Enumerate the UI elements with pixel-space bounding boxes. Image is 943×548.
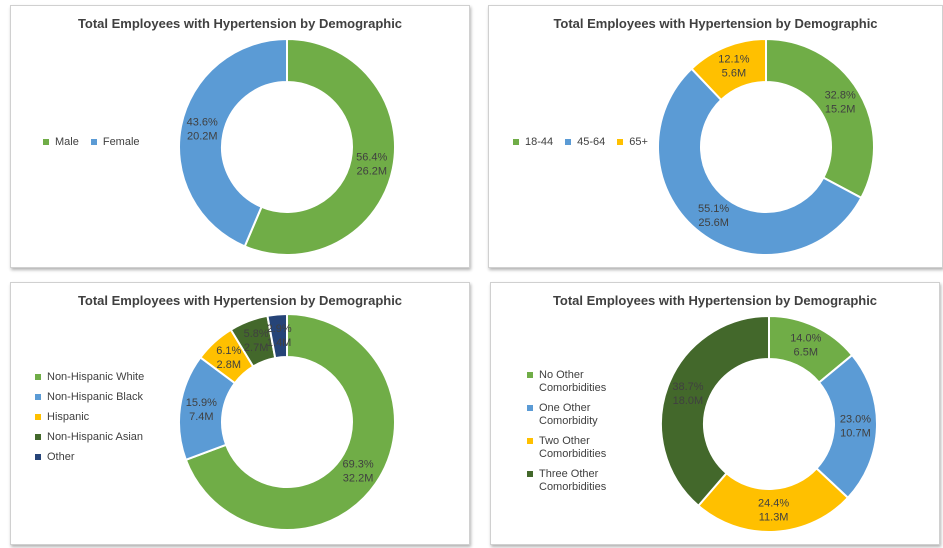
data-label: 32.2M (343, 472, 374, 484)
data-label: 2.9% (267, 323, 292, 335)
legend-swatch (35, 374, 41, 380)
donut-slice (243, 37, 396, 256)
legend: Non-Hispanic White Non-Hispanic Black Hisp… (35, 371, 144, 471)
data-label: 15.2M (825, 104, 856, 116)
legend-label: Non-Hispanic Asian (47, 431, 143, 443)
data-label: 18.0M (673, 395, 704, 407)
data-label: 26.2M (356, 165, 387, 177)
legend-item: Other (35, 451, 144, 464)
legend-swatch (35, 414, 41, 420)
chart-panel: Total Employees with Hypertension by Dem… (10, 282, 470, 545)
legend-swatch (527, 405, 533, 411)
data-label: 6.1% (216, 345, 241, 357)
legend: No Other Comorbidities One Other Comorbid… (527, 369, 622, 501)
legend-item: No Other Comorbidities (527, 369, 622, 395)
data-label: 2.7M (244, 342, 268, 354)
data-label: 7.4M (189, 411, 213, 423)
legend-label: Other (47, 451, 75, 463)
donut-slice (696, 466, 850, 533)
legend-item: 65+ (617, 136, 648, 149)
chart: Total Employees with Hypertension by Dem… (553, 16, 878, 256)
legend-item: Two Other Comorbidities (527, 435, 622, 461)
data-label: 10.7M (840, 428, 871, 440)
donut-slice (184, 312, 396, 531)
legend-label: Male (55, 136, 79, 148)
legend-label: 65+ (629, 136, 648, 148)
legend: Male Female (43, 136, 140, 149)
legend-item: 45-64 (565, 136, 605, 149)
data-label: 43.6% (187, 117, 218, 129)
data-label: 5.8% (244, 328, 269, 340)
legend-swatch (35, 394, 41, 400)
data-label: 14.0% (790, 333, 821, 345)
chart: Total Employees with Hypertension by Dem… (78, 16, 402, 256)
legend-swatch (513, 139, 519, 145)
legend-item: Hispanic (35, 411, 144, 424)
data-label: 5.6M (722, 68, 746, 80)
data-label: 24.4% (758, 497, 789, 509)
legend-item: One Other Comorbidity (527, 402, 622, 428)
legend-swatch (565, 139, 572, 145)
donut-slice (266, 312, 288, 360)
donut-slice (765, 37, 875, 200)
legend-swatch (43, 139, 49, 145)
legend-item: Three Other Comorbidities (527, 468, 622, 494)
legend-label: Non-Hispanic White (47, 371, 145, 383)
data-label: 55.1% (698, 203, 729, 215)
legend-item: Non-Hispanic Black (35, 391, 144, 404)
legend-label: 45-64 (577, 136, 606, 148)
chart-panel: Total Employees with Hypertension by Dem… (488, 5, 943, 268)
data-label: 32.8% (825, 90, 856, 102)
chart-title: Total Employees with Hypertension by Dem… (553, 16, 877, 31)
legend-label: Three Other Comorbidities (539, 468, 607, 493)
legend-label: Two Other Comorbidities (539, 435, 607, 460)
data-label: 20.2M (187, 131, 218, 143)
legend-swatch (527, 438, 533, 444)
chart-title: Total Employees with Hypertension by Dem… (78, 293, 402, 308)
legend-label: 18-44 (525, 136, 554, 148)
donut-slice (815, 353, 878, 500)
legend-item: Non-Hispanic Asian (35, 431, 144, 444)
chart-title: Total Employees with Hypertension by Dem… (78, 16, 402, 31)
chart-panel: Total Employees with Hypertension by Dem… (10, 5, 470, 268)
chart: Total Employees with Hypertension by Dem… (78, 293, 402, 531)
legend-item: 18-44 (513, 136, 553, 149)
legend-swatch (617, 139, 624, 145)
chart: Total Employees with Hypertension by Dem… (553, 293, 878, 533)
donut-slice (690, 37, 767, 102)
data-label: 6.5M (794, 347, 818, 359)
legend-swatch (35, 454, 41, 460)
legend-swatch (35, 434, 41, 440)
donut-slice (660, 314, 770, 508)
legend: 18-44 45-64 65+ (513, 136, 648, 149)
donut-slice (178, 37, 288, 248)
legend-swatch (90, 139, 97, 145)
data-label: 69.3% (342, 458, 373, 470)
data-label: 2.8M (217, 359, 241, 371)
data-label: 56.4% (356, 151, 387, 163)
chart-panel: Total Employees with Hypertension by Dem… (490, 282, 940, 545)
legend-item: Male (43, 136, 79, 149)
legend-label: No Other Comorbidities (539, 369, 607, 394)
legend-label: Female (102, 136, 140, 148)
data-label: 11.3M (759, 511, 789, 523)
chart-title: Total Employees with Hypertension by Dem… (553, 293, 877, 308)
legend-item: Female (90, 136, 140, 149)
data-label: 23.0% (840, 414, 871, 426)
data-label: 25.6M (698, 217, 729, 229)
legend-label: Non-Hispanic Black (47, 391, 143, 403)
donut-slice (657, 67, 863, 256)
data-label: 15.9% (186, 397, 217, 409)
data-label: 12.1% (718, 54, 749, 66)
data-label: 1.4M (267, 337, 291, 349)
legend-swatch (527, 372, 533, 378)
legend-item: Non-Hispanic White (35, 371, 144, 384)
legend-label: One Other Comorbidity (539, 402, 598, 427)
legend-label: Hispanic (47, 411, 90, 423)
data-label: 38.7% (672, 381, 703, 393)
legend-swatch (527, 471, 533, 477)
